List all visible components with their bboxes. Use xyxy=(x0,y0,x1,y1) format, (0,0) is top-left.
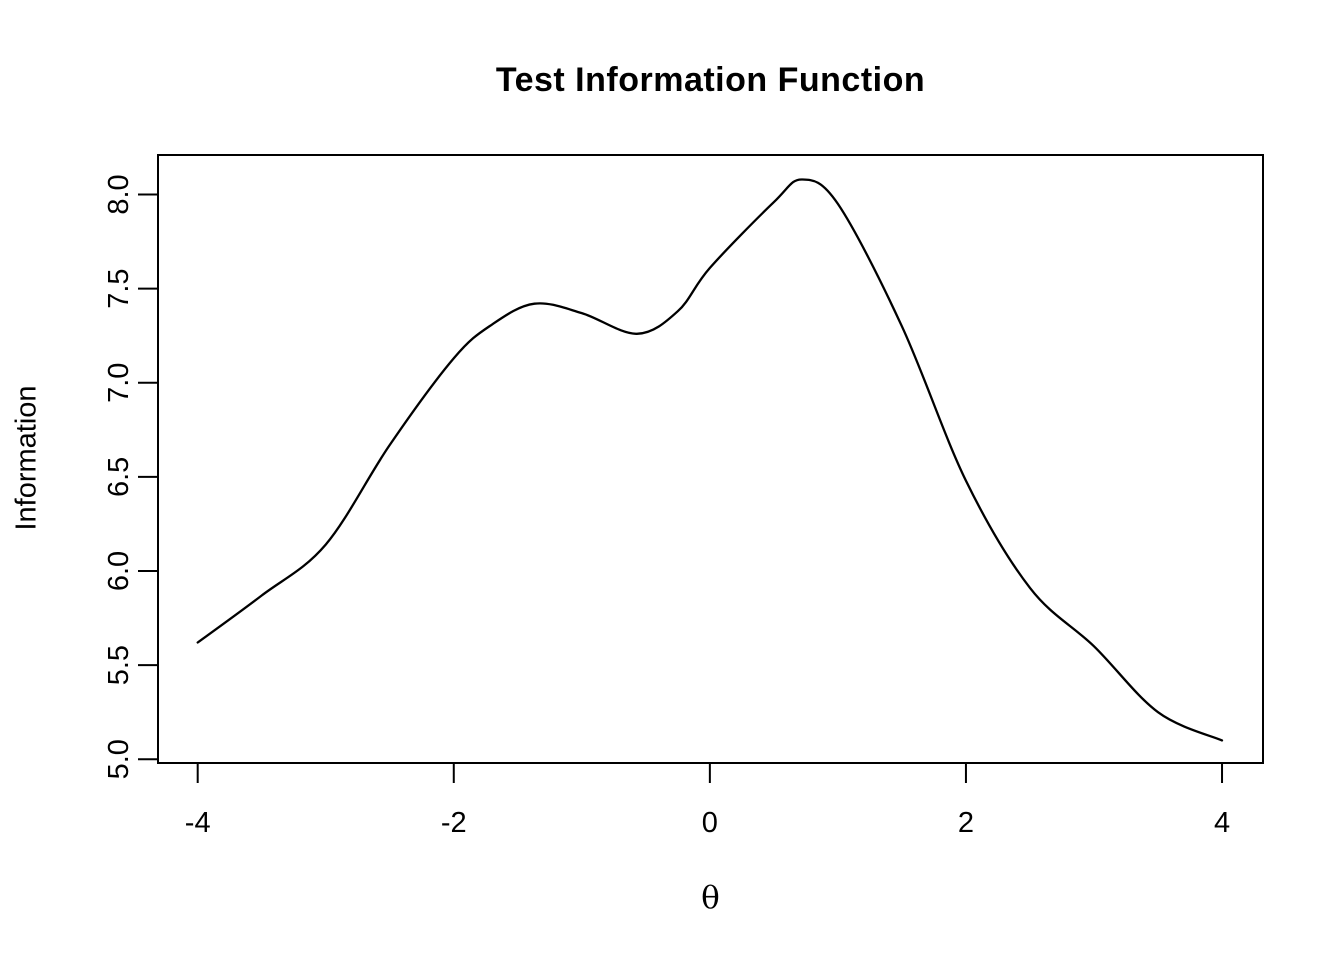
y-axis-ticks: 5.0 5.5 6.0 6.5 7.0 7.5 8.0 xyxy=(103,174,158,779)
information-curve xyxy=(196,178,1224,742)
x-tick-label: 0 xyxy=(702,807,718,839)
y-tick-label: 5.0 xyxy=(103,739,135,779)
x-tick-label: -2 xyxy=(441,807,467,839)
y-tick-label: 6.0 xyxy=(103,551,135,591)
chart-title: Test Information Function xyxy=(495,61,926,99)
plot-box xyxy=(157,154,1264,764)
x-tick-label: -4 xyxy=(185,807,211,839)
x-tick-label: 4 xyxy=(1214,807,1230,839)
y-tick-label: 6.5 xyxy=(103,457,135,497)
y-tick-label: 8.0 xyxy=(103,174,135,214)
y-tick-label: 5.5 xyxy=(103,645,135,685)
x-axis-label: θ xyxy=(701,880,720,916)
y-tick-label: 7.5 xyxy=(103,268,135,308)
x-axis-ticks: -4 -2 0 2 4 xyxy=(185,763,1230,839)
x-tick-label: 2 xyxy=(958,807,974,839)
y-tick-label: 7.0 xyxy=(103,363,135,403)
